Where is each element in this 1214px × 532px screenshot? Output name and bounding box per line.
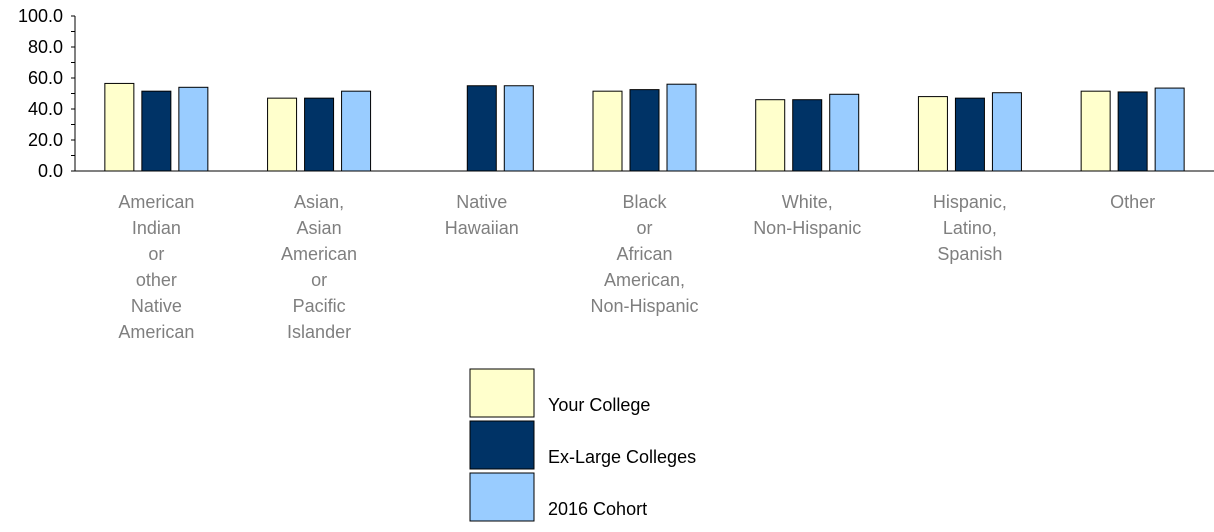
- bar-ex-large-colleges: [304, 97, 335, 172]
- x-category-label: White, Non-Hispanic: [753, 192, 861, 238]
- bar-your-college: [104, 82, 135, 172]
- y-axis: 0.0 20.0 40.0 60.0 80.0 100.0: [18, 6, 1214, 181]
- legend-swatch: [469, 472, 535, 522]
- legend-label: 2016 Cohort: [548, 499, 647, 519]
- bar-ex-large-colleges: [141, 90, 172, 172]
- bar-ex-large-colleges: [954, 97, 985, 172]
- legend-swatch: [469, 420, 535, 470]
- x-category-label: Native Hawaiian: [445, 192, 519, 238]
- bar-2016-cohort: [178, 86, 209, 172]
- y-tick-label: 0.0: [38, 161, 63, 181]
- bar-your-college: [267, 97, 298, 172]
- legend-label: Your College: [548, 395, 650, 415]
- bar-your-college: [592, 90, 623, 172]
- y-tick-label: 60.0: [28, 68, 63, 88]
- bar-2016-cohort: [991, 92, 1022, 172]
- x-category-label: Black or African American, Non-Hispanic: [590, 192, 698, 316]
- bar-2016-cohort: [666, 83, 697, 172]
- bar-2016-cohort: [1154, 87, 1185, 172]
- bar-ex-large-colleges: [466, 85, 497, 172]
- y-tick-label: 20.0: [28, 130, 63, 150]
- bar-ex-large-colleges: [629, 89, 660, 172]
- bars: [104, 82, 1185, 172]
- category-labels: American Indian or other Native American Asian…: [118, 192, 1155, 342]
- bar-your-college: [755, 99, 786, 172]
- y-tick-label: 40.0: [28, 99, 63, 119]
- bar-2016-cohort: [503, 85, 534, 172]
- x-category-label: Other: [1110, 192, 1155, 212]
- legend: Your College Ex-Large Colleges 2016 Cohort: [469, 368, 696, 522]
- bar-ex-large-colleges: [792, 99, 823, 172]
- bar-your-college: [917, 96, 948, 172]
- bar-ex-large-colleges: [1117, 91, 1148, 172]
- y-tick-label: 100.0: [18, 6, 63, 26]
- bar-2016-cohort: [829, 93, 860, 172]
- legend-label: Ex-Large Colleges: [548, 447, 696, 467]
- x-category-label: Asian, Asian American or Pacific Islander: [281, 192, 357, 342]
- x-category-label: American Indian or other Native American: [118, 192, 194, 342]
- x-category-label: Hispanic, Latino, Spanish: [933, 192, 1007, 264]
- legend-swatch: [469, 368, 535, 418]
- y-tick-label: 80.0: [28, 37, 63, 57]
- bar-your-college: [1080, 90, 1111, 172]
- bar-2016-cohort: [341, 90, 372, 172]
